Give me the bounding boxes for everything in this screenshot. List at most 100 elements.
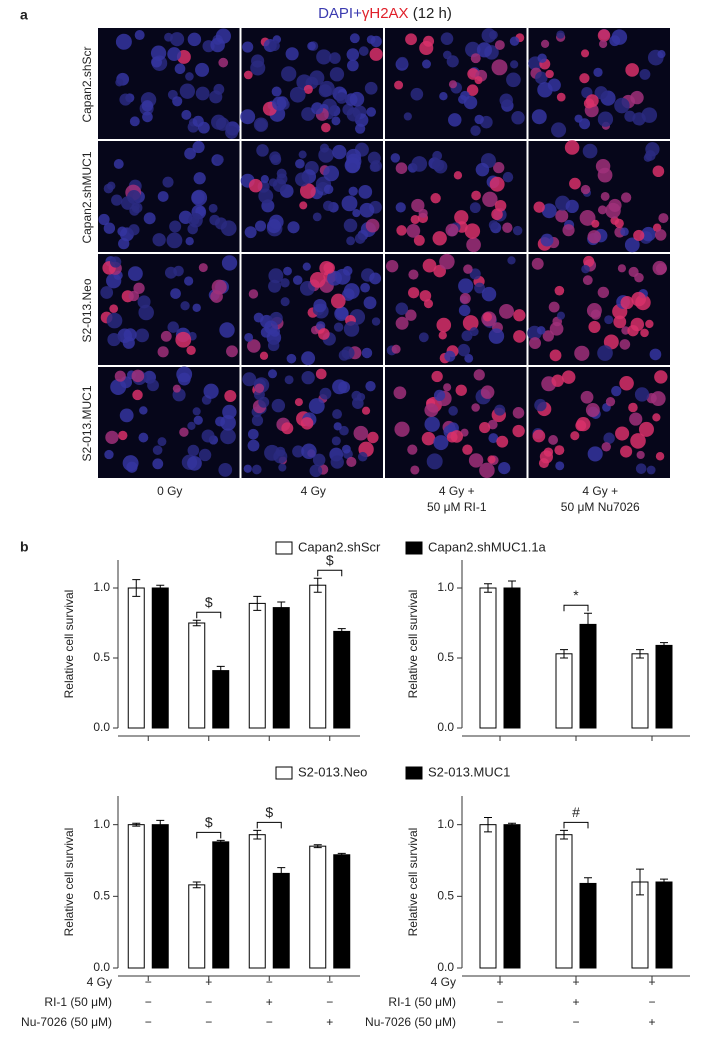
nucleus <box>341 346 355 360</box>
nucleus <box>215 28 232 44</box>
nucleus <box>323 200 334 212</box>
nucleus <box>482 312 493 322</box>
treatment-mark: + <box>648 975 655 989</box>
column-label: 0 Gy <box>157 484 182 498</box>
nucleus <box>139 406 148 415</box>
treatment-mark: + <box>496 975 503 989</box>
nucleus <box>555 209 569 223</box>
nucleus <box>551 122 567 138</box>
nucleus <box>410 465 420 475</box>
nucleus <box>464 223 481 239</box>
nucleus <box>561 370 576 384</box>
nucleus <box>658 213 669 224</box>
error-bar <box>660 878 668 886</box>
significance-label: $ <box>205 814 213 830</box>
nucleus <box>169 220 182 233</box>
nucleus <box>342 444 351 454</box>
nucleus <box>267 369 278 379</box>
nucleus <box>386 260 399 273</box>
nucleus <box>564 140 580 155</box>
nucleus <box>537 53 547 63</box>
significance-label: # <box>572 804 580 820</box>
nucleus <box>126 461 138 473</box>
nucleus <box>302 262 311 271</box>
nucleus <box>323 184 334 195</box>
nucleus <box>469 327 479 337</box>
nucleus <box>316 49 332 65</box>
nucleus <box>287 221 300 234</box>
nucleus <box>308 398 325 415</box>
nucleus <box>509 36 520 46</box>
nucleus <box>562 224 575 237</box>
nucleus <box>361 406 371 415</box>
nucleus <box>172 96 183 107</box>
nucleus <box>109 256 122 268</box>
nucleus <box>406 224 421 238</box>
nucleus <box>333 322 344 332</box>
error-bar <box>508 580 516 596</box>
nucleus <box>641 107 658 123</box>
significance-label: * <box>573 587 579 603</box>
nucleus <box>640 328 649 338</box>
nucleus <box>597 111 614 127</box>
nucleus <box>248 178 263 193</box>
nucleus <box>625 63 639 77</box>
nucleus <box>488 433 499 444</box>
nucleus <box>620 296 634 310</box>
nucleus <box>309 70 325 86</box>
nucleus <box>187 421 196 430</box>
nucleus <box>474 282 486 294</box>
y-tick-label: 0.0 <box>93 720 110 734</box>
nucleus <box>390 153 401 163</box>
significance-bracket <box>563 821 589 829</box>
nucleus <box>585 403 600 417</box>
nucleus <box>259 351 269 360</box>
title-part: (12 h) <box>409 5 452 22</box>
bar <box>333 630 351 729</box>
nucleus <box>152 458 164 470</box>
treatment-mark: − <box>496 995 503 1009</box>
nucleus <box>275 446 286 457</box>
error-bar <box>192 619 201 627</box>
nucleus <box>142 111 153 123</box>
nucleus <box>292 275 303 285</box>
nucleus <box>193 415 203 425</box>
nucleus <box>256 144 269 157</box>
nucleus <box>160 330 172 342</box>
nucleus <box>433 389 446 402</box>
nucleus <box>652 165 665 178</box>
micrograph <box>385 141 527 252</box>
nucleus <box>244 332 254 342</box>
significance-label: $ <box>326 552 334 568</box>
nucleus <box>445 223 459 237</box>
nucleus <box>493 161 505 174</box>
nucleus <box>225 125 239 139</box>
nucleus <box>581 49 590 58</box>
nucleus <box>177 372 191 386</box>
nucleus <box>630 90 644 105</box>
nucleus <box>600 191 610 201</box>
nucleus <box>440 32 454 45</box>
nucleus <box>344 157 361 174</box>
nucleus <box>335 92 348 104</box>
nucleus <box>198 448 212 462</box>
error-bar <box>584 612 592 637</box>
nucleus <box>470 53 481 64</box>
nucleus <box>433 435 449 451</box>
nucleus <box>502 222 513 233</box>
nucleus <box>419 290 432 302</box>
nucleus <box>181 109 192 120</box>
nucleus <box>358 184 373 199</box>
nucleus <box>157 437 167 447</box>
bar <box>555 653 573 729</box>
nucleus <box>226 345 238 358</box>
nucleus <box>184 276 194 286</box>
error-bar <box>277 867 286 880</box>
nucleus <box>284 375 294 385</box>
nucleus <box>272 96 287 111</box>
nucleus <box>167 47 182 61</box>
nucleus <box>439 91 448 101</box>
nucleus <box>365 218 380 233</box>
nucleus <box>532 429 546 443</box>
nucleus <box>511 110 525 125</box>
